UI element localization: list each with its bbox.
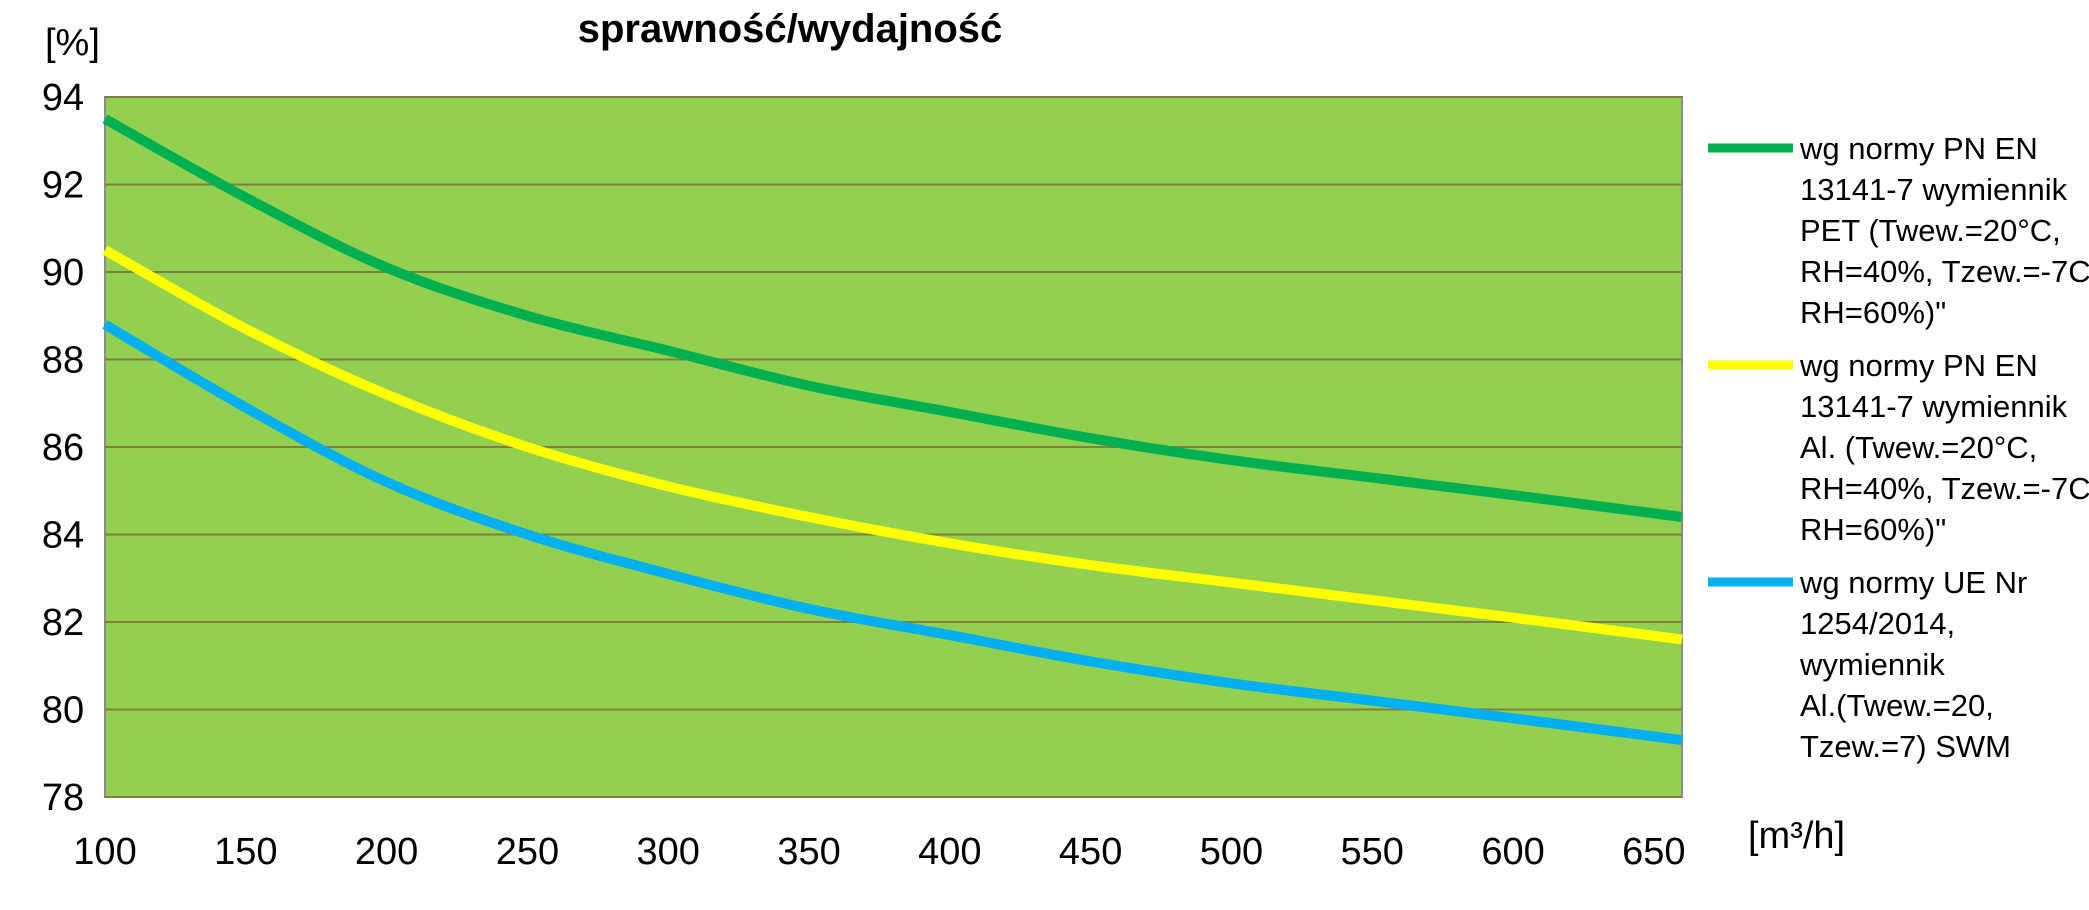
legend-label: RH=60%)" — [1800, 295, 1946, 330]
series-line-3 — [102, 320, 1683, 746]
x-tick-label: 450 — [1059, 831, 1122, 873]
x-tick-label: 200 — [355, 831, 418, 873]
chart-title: sprawność/wydajność — [578, 7, 1003, 51]
legend-label: PET (Twew.=20°C, — [1800, 213, 2061, 248]
x-tick-label: 600 — [1481, 831, 1544, 873]
legend-label: wg normy PN EN — [1799, 131, 2038, 166]
x-tick-label: 100 — [73, 831, 136, 873]
legend-label: wymiennik — [1799, 647, 1945, 682]
x-tick-label: 300 — [637, 831, 700, 873]
x-tick-label: 550 — [1341, 831, 1404, 873]
legend-label: 13141-7 wymiennik — [1800, 172, 2068, 207]
x-tick-label: 150 — [214, 831, 277, 873]
legend-label: Al. (Twew.=20°C, — [1800, 430, 2037, 465]
y-tick-label: 80 — [42, 690, 84, 732]
series-line-1 — [102, 114, 1683, 522]
y-tick-label: 82 — [42, 602, 84, 644]
legend-label: wg normy PN EN — [1799, 348, 2038, 383]
y-tick-label: 84 — [42, 515, 84, 557]
legend-label: Al.(Twew.=20, — [1800, 688, 1994, 723]
x-tick-label: 650 — [1622, 831, 1685, 873]
y-axis-unit-label: [%] — [45, 22, 100, 64]
legend-label: Tzew.=7) SWM — [1800, 729, 2011, 764]
legend-label: wg normy UE Nr — [1799, 565, 2027, 600]
x-tick-label: 250 — [496, 831, 559, 873]
legend-label: RH=40%, Tzew.=-7C, — [1800, 254, 2089, 289]
y-tick-label: 86 — [42, 427, 84, 469]
legend-label: 1254/2014, — [1800, 606, 1955, 641]
legend-label: RH=60%)" — [1800, 512, 1946, 547]
x-axis-unit-label: [m³/h] — [1748, 815, 1845, 857]
y-tick-label: 78 — [42, 777, 84, 819]
x-tick-label: 350 — [777, 831, 840, 873]
legend-label: RH=40%, Tzew.=-7C, — [1800, 471, 2089, 506]
x-tick-label: 400 — [918, 831, 981, 873]
y-tick-label: 88 — [42, 340, 84, 382]
series-line-2 — [102, 245, 1683, 645]
x-tick-label: 500 — [1200, 831, 1263, 873]
y-tick-label: 92 — [42, 165, 84, 207]
y-tick-label: 94 — [42, 77, 84, 119]
y-tick-label: 90 — [42, 252, 84, 294]
legend-label: 13141-7 wymiennik — [1800, 389, 2068, 424]
